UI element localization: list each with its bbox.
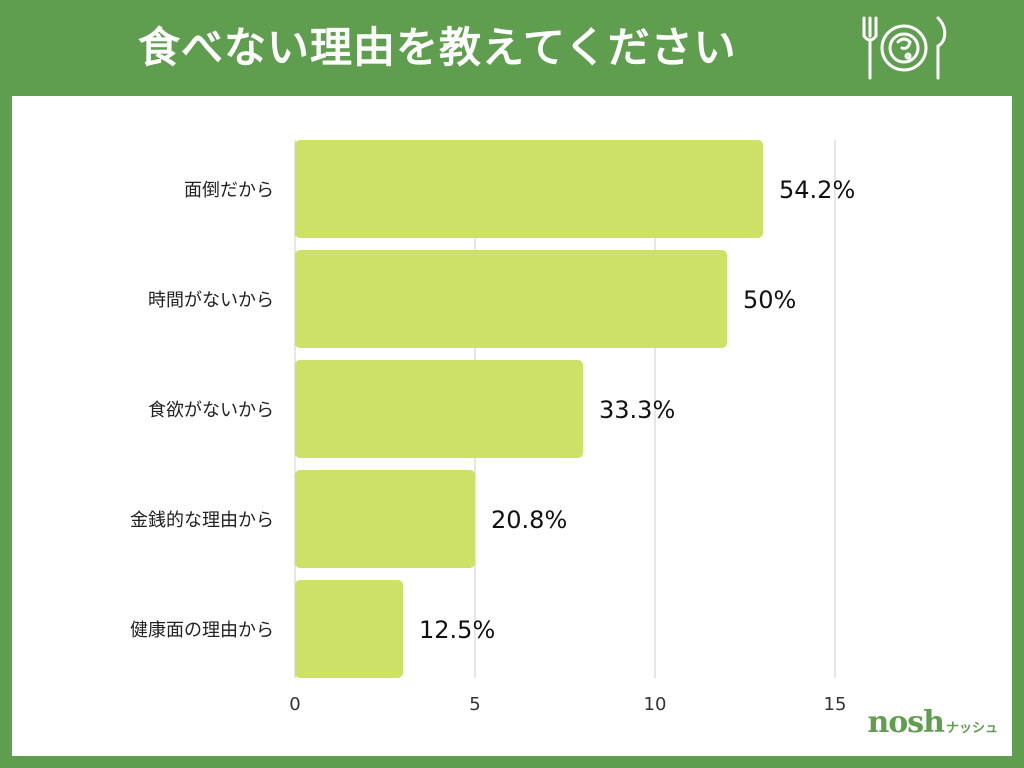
x-tick-label: 5 xyxy=(469,694,480,715)
x-tick-label: 10 xyxy=(644,694,667,715)
bar xyxy=(295,140,763,238)
category-label: 面倒だから xyxy=(184,180,274,201)
logo-main: nosh xyxy=(867,705,945,740)
bar xyxy=(295,250,727,348)
nosh-logo: nosh ナッシュ xyxy=(867,705,998,740)
bar xyxy=(295,360,583,458)
category-label: 金銭的な理由から xyxy=(130,510,274,531)
bar xyxy=(295,580,403,678)
x-tick-label: 15 xyxy=(824,694,847,715)
value-label: 50% xyxy=(743,286,796,314)
value-label: 54.2% xyxy=(779,176,855,204)
category-label: 時間がないから xyxy=(148,290,274,311)
x-tick-label: 0 xyxy=(289,694,300,715)
value-label: 33.3% xyxy=(599,396,675,424)
page-title: 食べない理由を教えてください xyxy=(138,23,737,72)
chart-panel: 0 5 10 15 面倒だから 54.2% 時間がないから 50% 食欲がないから 33.3% 金銭… xyxy=(12,96,1012,756)
category-label: 健康面の理由から xyxy=(130,620,274,641)
plate-fork-knife-icon xyxy=(858,14,950,82)
bar xyxy=(295,470,475,568)
value-label: 12.5% xyxy=(419,616,495,644)
category-label: 食欲がないから xyxy=(148,400,274,421)
logo-sub: ナッシュ xyxy=(945,721,998,736)
bar-chart: 0 5 10 15 面倒だから 54.2% 時間がないから 50% 食欲がないから 33.3% 金銭… xyxy=(130,140,855,715)
value-label: 20.8% xyxy=(491,506,567,534)
